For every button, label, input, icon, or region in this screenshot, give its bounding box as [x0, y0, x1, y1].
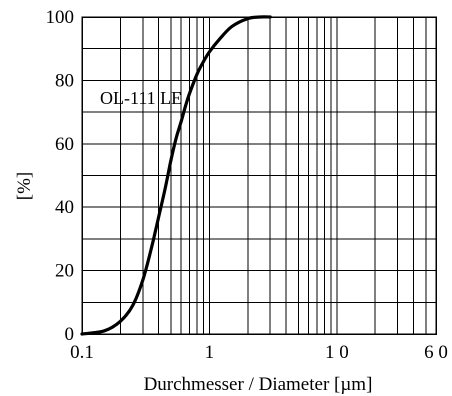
y-tick-label: 60: [55, 134, 74, 155]
y-tick-label: 80: [55, 70, 74, 91]
y-tick-label: 100: [46, 7, 75, 28]
x-tick-label: 0.1: [70, 342, 94, 363]
y-tick-label: 0: [65, 324, 75, 345]
series-line-ol-111-le: [80, 15, 272, 336]
annotation-label: OL-111 LE: [100, 88, 182, 108]
grid: [81, 16, 437, 335]
x-tick-label: 1 0: [325, 342, 349, 363]
y-tick-label: 20: [55, 261, 74, 282]
x-tick-label: 1: [205, 342, 215, 363]
x-axis-label: Durchmesser / Diameter [µm]: [144, 374, 373, 395]
plot-frame: [81, 16, 437, 335]
x-tick-label: 6 0: [424, 342, 448, 363]
x-tick-labels: 0.1 1 1 0 6 0: [70, 342, 448, 363]
y-tick-labels: 0 20 40 60 80 100: [46, 7, 75, 345]
y-axis-label: [%]: [14, 172, 35, 200]
y-tick-label: 40: [55, 197, 74, 218]
